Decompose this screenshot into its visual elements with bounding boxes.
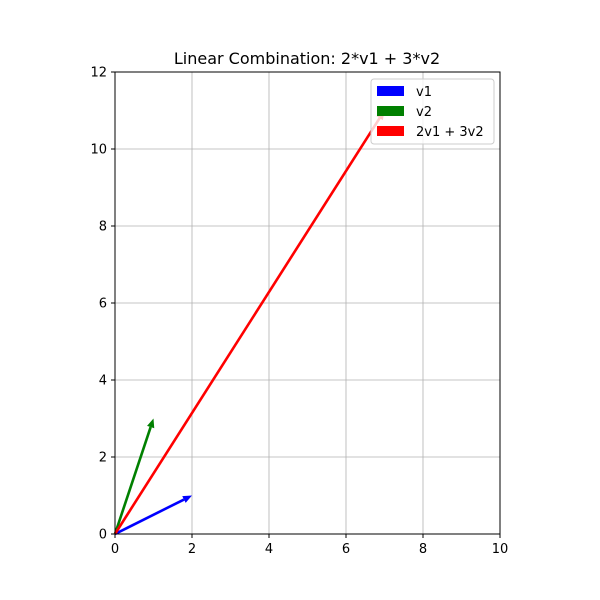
x-tick-label: 8 xyxy=(419,542,427,557)
vector-arrowhead xyxy=(182,495,192,503)
x-tick-label: 6 xyxy=(342,542,350,557)
legend-swatch xyxy=(377,86,404,96)
x-tick-label: 4 xyxy=(265,542,273,557)
y-tick-label: 12 xyxy=(90,66,107,81)
y-tick-label: 2 xyxy=(99,451,107,466)
y-tick-label: 6 xyxy=(99,297,107,312)
x-tick-label: 0 xyxy=(111,542,119,557)
chart-title: Linear Combination: 2*v1 + 3*v2 xyxy=(174,49,440,68)
legend-entry: 2v1 + 3v2 xyxy=(377,125,484,140)
x-tick-label: 2 xyxy=(188,542,196,557)
vector-arrowhead xyxy=(147,418,155,429)
legend-swatch xyxy=(377,106,404,116)
y-tick-label: 10 xyxy=(90,143,107,158)
legend-label: v2 xyxy=(416,105,432,120)
y-tick-label: 8 xyxy=(99,220,107,235)
vector-v1 xyxy=(114,495,192,536)
vector-shaft xyxy=(114,498,185,536)
vector-shaft xyxy=(113,426,152,535)
vector-2v1-3v2 xyxy=(113,110,385,535)
vectors xyxy=(113,110,385,536)
y-tick-label: 4 xyxy=(99,374,107,389)
legend-label: v1 xyxy=(416,85,432,100)
legend-swatch xyxy=(377,126,404,136)
vector-shaft xyxy=(113,117,381,535)
y-tick-label: 0 xyxy=(99,528,107,543)
x-tick-label: 10 xyxy=(492,542,509,557)
legend-label: 2v1 + 3v2 xyxy=(416,125,484,140)
vector-v2 xyxy=(113,418,155,535)
legend-entry: v2 xyxy=(377,105,432,120)
axis-ticks: 0 2 4 6 8 10 0 2 4 6 8 10 12 xyxy=(90,66,508,558)
legend-entry: v1 xyxy=(377,85,432,100)
plot-frame xyxy=(114,71,501,535)
legend: v1 v2 2v1 + 3v2 xyxy=(370,78,495,145)
